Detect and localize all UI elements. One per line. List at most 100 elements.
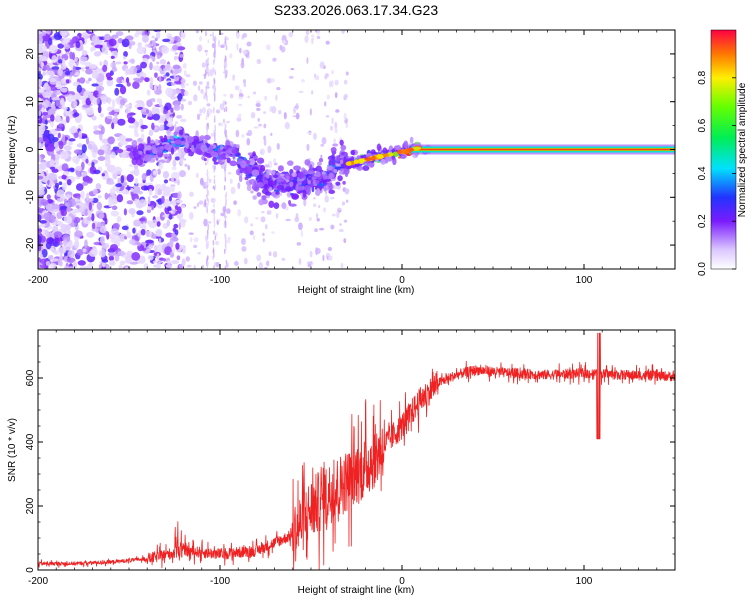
- spectrogram-cell: [193, 94, 198, 102]
- spectrogram-cell: [267, 145, 272, 154]
- spectrogram-cell: [326, 165, 333, 171]
- spectrogram-cell: [86, 216, 92, 221]
- spectrogram-cell: [68, 138, 76, 142]
- spectrogram-cell: [175, 242, 180, 250]
- spectrogram-x-ticks: -200 -100 0 100: [28, 30, 676, 286]
- spectrogram-cell: [315, 179, 320, 185]
- spectrogram-cell: [312, 132, 317, 140]
- spectrogram-cell: [243, 83, 247, 88]
- spectrogram-cell: [175, 76, 180, 82]
- spectrogram-cell: [252, 91, 257, 95]
- spectrogram-cell: [350, 149, 356, 156]
- spectrogram-cell: [141, 34, 149, 43]
- spectrogram-cell: [108, 111, 116, 116]
- spectrogram-cell: [62, 182, 67, 191]
- spectrogram-cell: [156, 98, 161, 103]
- spectrogram-cell: [297, 171, 304, 180]
- spectrogram-cell: [162, 38, 171, 43]
- spectrogram-cell: [203, 134, 211, 141]
- spectrogram-cell: [328, 173, 335, 179]
- spectrogram-cell: [109, 187, 116, 197]
- spectrogram-cell: [161, 46, 170, 54]
- spectrogram-cell: [314, 75, 320, 81]
- spectrogram-cell: [79, 56, 88, 62]
- spectrogram-cell: [129, 151, 134, 159]
- spectrogram-cell: [238, 93, 244, 98]
- spectrogram-cell: [303, 198, 307, 207]
- spectrogram-cell: [93, 125, 99, 130]
- spectrogram-cell: [70, 198, 76, 202]
- spectrogram-cell: [273, 158, 277, 164]
- spectrogram-cell: [143, 186, 148, 191]
- spectrogram-cell: [286, 160, 294, 166]
- y-tick-label: 400: [25, 433, 36, 450]
- spectrogram-cell: [213, 210, 215, 217]
- spectrogram-cell: [206, 82, 209, 89]
- spectrogram-cell: [81, 181, 89, 186]
- spectrogram-cell: [311, 34, 315, 38]
- spectrogram-cell: [323, 207, 326, 213]
- spectrogram-cell: [112, 230, 120, 236]
- spectrogram-cell: [206, 184, 208, 189]
- spectrogram-cell: [219, 144, 224, 151]
- snr-x-ticks: -200 -100 0 100: [28, 330, 676, 587]
- spectrogram-cell: [121, 225, 129, 231]
- spectrogram-cell: [188, 152, 192, 157]
- spectrogram-cell: [273, 162, 278, 166]
- spectrogram-cell: [105, 72, 112, 79]
- spectrogram-cell: [172, 89, 182, 95]
- spectrogram-cell: [91, 161, 95, 168]
- snr-panel: -200 -100 0 100 0 200 400 600 Height of straig…: [7, 329, 676, 596]
- spectrogram-cell: [131, 140, 138, 148]
- spectrogram-cell: [193, 244, 198, 249]
- spectrogram-cell: [173, 131, 178, 136]
- snr-x-label: Height of straight line (km): [298, 585, 415, 596]
- spectrogram-cell: [272, 57, 277, 62]
- spectrogram-cell: [213, 175, 216, 179]
- y-tick-label: 20: [25, 48, 36, 60]
- spectrogram-cell: [256, 192, 262, 197]
- spectrogram-cell: [304, 35, 309, 43]
- spectrogram-cell: [224, 219, 227, 226]
- spectrogram-cell: [132, 81, 140, 90]
- spectrogram-cell: [131, 185, 141, 193]
- spectrogram-cell: [157, 139, 162, 144]
- spectrogram-cell: [213, 106, 215, 114]
- spectrogram-cell: [206, 103, 211, 107]
- spectrogram-cell: [242, 79, 247, 84]
- spectrogram-cell: [275, 94, 278, 102]
- spectrogram-cell: [268, 251, 272, 257]
- spectrogram-cell: [90, 47, 95, 52]
- spectrogram-cell: [403, 140, 409, 149]
- spectrogram-cell: [261, 195, 267, 200]
- spectrogram-cell: [69, 126, 78, 134]
- spectrogram-cell: [201, 62, 207, 68]
- spectrogram-cell: [174, 123, 177, 130]
- spectrogram-cell: [201, 264, 205, 269]
- spectrogram-cell: [255, 217, 259, 220]
- spectrogram-cell: [76, 205, 80, 209]
- spectrogram-cell: [100, 95, 109, 102]
- spectrogram-cell: [217, 218, 221, 222]
- spectrogram-cell: [207, 39, 210, 44]
- spectrogram-cell: [65, 51, 70, 55]
- spectrogram-cell: [117, 118, 126, 126]
- spectrogram-cell: [238, 103, 243, 107]
- spectrogram-cell: [63, 239, 68, 247]
- spectrogram-cell: [145, 230, 153, 238]
- spectrogram-cell: [136, 242, 142, 247]
- spectrogram-cell: [50, 258, 60, 262]
- spectrogram-cell: [154, 72, 158, 78]
- spectrogram-cell: [208, 145, 214, 150]
- spectrogram-cell: [225, 197, 227, 205]
- spectrogram-cell: [197, 85, 201, 92]
- spectrogram-cell: [77, 260, 86, 266]
- spectrogram-cell: [206, 260, 209, 269]
- spectrogram-cell: [153, 260, 158, 264]
- spectrogram-cell: [144, 77, 150, 83]
- spectrogram-cell: [117, 177, 121, 184]
- spectrogram-cell: [296, 177, 305, 182]
- spectrogram-cell: [70, 111, 74, 115]
- spectrogram-cell: [185, 83, 190, 86]
